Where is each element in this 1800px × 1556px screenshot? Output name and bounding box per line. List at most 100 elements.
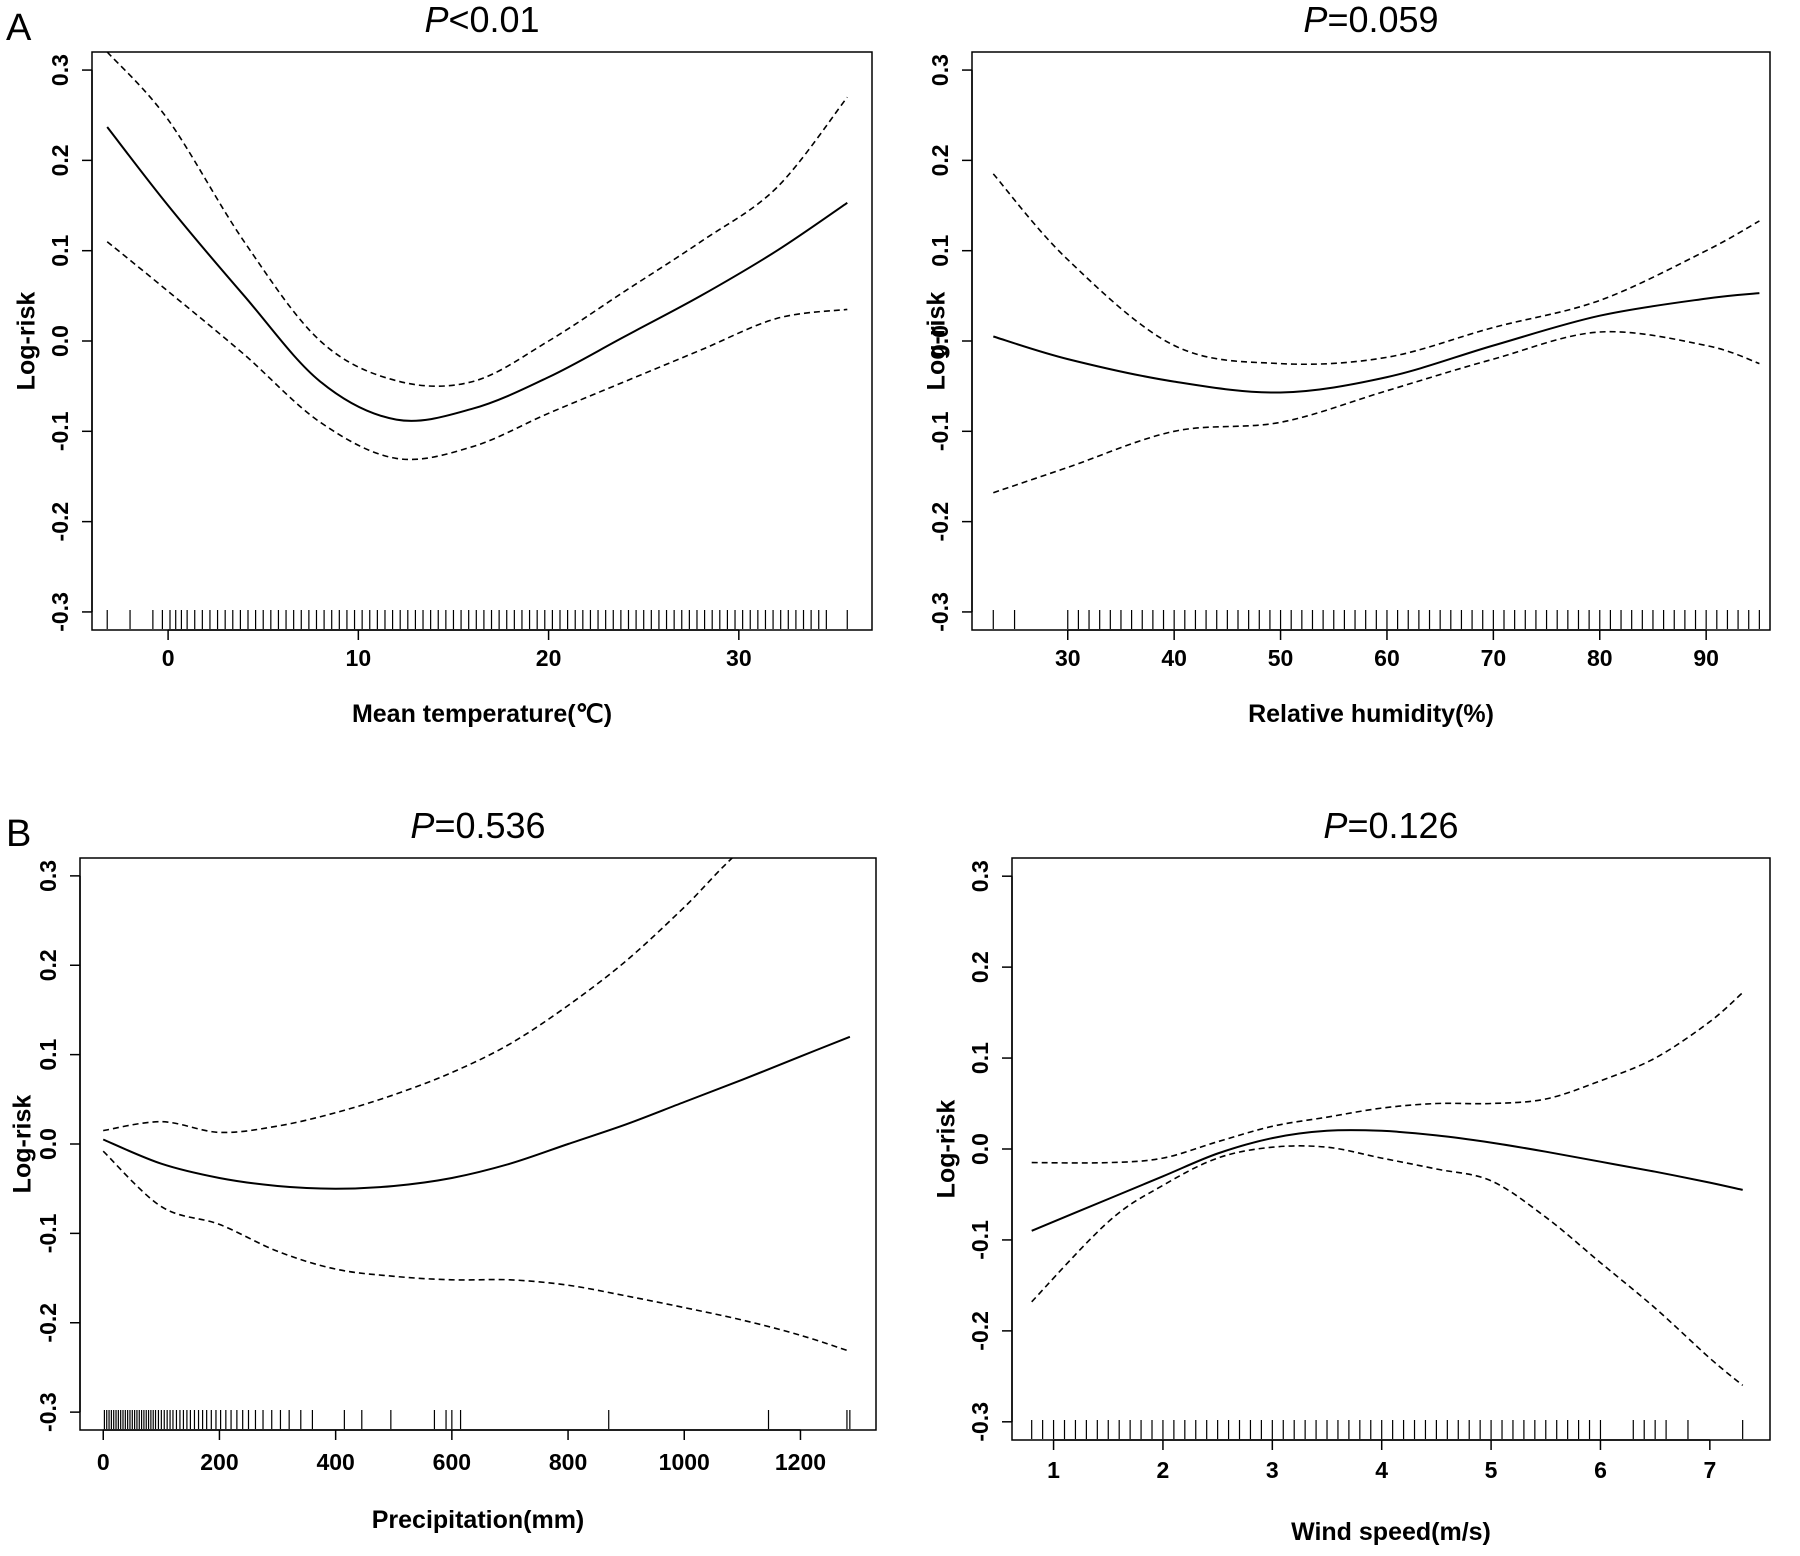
- wind-speed-estimate-line: [1031, 1129, 1743, 1232]
- precipitation-x-tick-label: 0: [97, 1449, 110, 1475]
- relative-humidity-upper-ci-line: [992, 173, 1760, 366]
- precipitation-x-tick-label: 200: [200, 1449, 238, 1475]
- relative-humidity-y-tick-label: -0.1: [927, 411, 953, 451]
- chart-wind-speed: P=0.126 -0.3 -0.2 -0.1 0.0 0.1 0.2 0.3 Log-risk 1…: [933, 805, 1771, 1546]
- mean-temperature-upper-ci-line: [106, 52, 848, 388]
- chart-mean-temperature: P<0.01 -0.3 -0.2 -0.1 0.0 0.1 0.2 0.3 Log-risk 0 1…: [13, 0, 873, 728]
- precipitation-y-tick-label: 0.2: [35, 949, 61, 981]
- wind-speed-x-tick-label: 7: [1703, 1457, 1716, 1483]
- precipitation-y-tick-label: 0.0: [35, 1128, 61, 1160]
- precipitation-plot-frame: [79, 857, 877, 1431]
- wind-speed-y-tick-label: -0.1: [967, 1220, 993, 1260]
- precipitation-x-tick-label: 400: [316, 1449, 354, 1475]
- mean-temperature-y-tick-label: -0.2: [47, 502, 73, 542]
- mean-temperature-title-p: P: [424, 0, 448, 40]
- mean-temperature-x-tick-label: 0: [162, 645, 175, 671]
- relative-humidity-y-tick-label: -0.3: [927, 592, 953, 632]
- wind-speed-rug: [1031, 1420, 1744, 1439]
- relative-humidity-title: P=0.059: [1303, 0, 1438, 40]
- precipitation-rug: [103, 1410, 851, 1429]
- wind-speed-x-tick-label: 1: [1047, 1457, 1060, 1483]
- mean-temperature-y-tick-label: 0.0: [47, 325, 73, 357]
- mean-temperature-rug: [106, 610, 848, 629]
- mean-temperature-y-tick-label: 0.2: [47, 144, 73, 176]
- wind-speed-x-tick-label: 3: [1266, 1457, 1279, 1483]
- relative-humidity-y-tick-label: 0.2: [927, 144, 953, 176]
- mean-temperature-x-axis-label: Mean temperature(℃): [352, 700, 612, 728]
- relative-humidity-estimate-line: [993, 292, 1760, 394]
- wind-speed-x-tick-label: 6: [1594, 1457, 1607, 1483]
- precipitation-estimate-line: [102, 1035, 851, 1190]
- precipitation-title-value: =0.536: [434, 805, 545, 846]
- panel-label-b: B: [6, 813, 31, 855]
- mean-temperature-y-tick-label: -0.1: [47, 411, 73, 451]
- wind-speed-y-tick-label: 0.2: [967, 951, 993, 983]
- wind-speed-y-tick-label: -0.2: [967, 1311, 993, 1351]
- relative-humidity-x-tick-label: 70: [1481, 645, 1507, 671]
- wind-speed-y-tick-label: 0.1: [967, 1042, 993, 1074]
- wind-speed-y-tick-label: -0.3: [967, 1402, 993, 1442]
- precipitation-title: P=0.536: [410, 805, 545, 846]
- relative-humidity-plot-frame: [971, 51, 1771, 631]
- wind-speed-title: P=0.126: [1323, 805, 1458, 846]
- precipitation-lower-ci-line: [102, 1150, 851, 1353]
- relative-humidity-x-tick-label: 30: [1055, 645, 1081, 671]
- wind-speed-x-axis-label: Wind speed(m/s): [1291, 1518, 1491, 1546]
- relative-humidity-title-value: =0.059: [1327, 0, 1438, 40]
- precipitation-y-tick-label: -0.3: [35, 1392, 61, 1432]
- wind-speed-x-tick-label: 2: [1157, 1457, 1170, 1483]
- precipitation-x-tick-label: 800: [549, 1449, 587, 1475]
- precipitation-x-tick-label: 600: [433, 1449, 471, 1475]
- relative-humidity-x-tick-label: 60: [1374, 645, 1400, 671]
- wind-speed-plot-frame: [1011, 857, 1771, 1441]
- precipitation-x-tick-label: 1000: [659, 1449, 710, 1475]
- mean-temperature-title-value: <0.01: [448, 0, 539, 40]
- chart-relative-humidity: P=0.059 -0.3 -0.2 -0.1 0.0 0.1 0.2 0.3 Log-risk 3…: [923, 0, 1771, 728]
- chart-precipitation: P=0.536 -0.3 -0.2 -0.1 0.0 0.1 0.2 0.3 Log-risk 0…: [9, 805, 877, 1534]
- mean-temperature-y-axis-label: Log-risk: [13, 292, 41, 391]
- relative-humidity-title-p: P: [1303, 0, 1327, 40]
- precipitation-x-axis-label: Precipitation(mm): [372, 1506, 585, 1534]
- wind-speed-lower-ci-line: [1031, 1145, 1744, 1387]
- precipitation-y-tick-label: 0.1: [35, 1038, 61, 1070]
- precipitation-y-tick-label: -0.1: [35, 1213, 61, 1253]
- relative-humidity-rug: [992, 610, 1760, 629]
- mean-temperature-x-tick-label: 30: [726, 645, 752, 671]
- mean-temperature-y-tick-label: -0.3: [47, 592, 73, 632]
- mean-temperature-title: P<0.01: [424, 0, 539, 40]
- relative-humidity-x-axis-label: Relative humidity(%): [1248, 700, 1494, 728]
- precipitation-y-axis-label: Log-risk: [9, 1095, 37, 1194]
- precipitation-y-tick-label: 0.3: [35, 860, 61, 892]
- relative-humidity-y-axis-label: Log-risk: [923, 292, 951, 391]
- relative-humidity-x-tick-label: 40: [1161, 645, 1187, 671]
- mean-temperature-lower-ci-line: [106, 241, 848, 461]
- precipitation-y-tick-label: -0.2: [35, 1303, 61, 1343]
- relative-humidity-x-tick-label: 80: [1587, 645, 1613, 671]
- relative-humidity-y-tick-label: -0.2: [927, 502, 953, 542]
- precipitation-title-p: P: [410, 805, 434, 846]
- wind-speed-title-value: =0.126: [1347, 805, 1458, 846]
- relative-humidity-y-tick-label: 0.3: [927, 54, 953, 86]
- precipitation-x-tick-label: 1200: [775, 1449, 826, 1475]
- relative-humidity-x-tick-label: 90: [1693, 645, 1719, 671]
- relative-humidity-lower-ci-line: [993, 330, 1760, 494]
- mean-temperature-y-tick-label: 0.1: [47, 234, 73, 266]
- panel-label-a: A: [6, 7, 32, 49]
- mean-temperature-x-tick-label: 10: [346, 645, 372, 671]
- wind-speed-x-tick-label: 5: [1485, 1457, 1498, 1483]
- wind-speed-y-tick-label: 0.3: [967, 860, 993, 892]
- wind-speed-upper-ci-line: [1031, 991, 1744, 1164]
- wind-speed-title-p: P: [1323, 805, 1347, 846]
- relative-humidity-y-tick-label: 0.0: [927, 325, 953, 357]
- precipitation-upper-ci-line: [103, 858, 734, 1134]
- mean-temperature-plot-frame: [91, 51, 873, 631]
- relative-humidity-x-tick-label: 50: [1268, 645, 1294, 671]
- wind-speed-y-axis-label: Log-risk: [933, 1100, 961, 1199]
- wind-speed-y-tick-label: 0.0: [967, 1133, 993, 1165]
- wind-speed-x-tick-label: 4: [1375, 1457, 1388, 1483]
- mean-temperature-estimate-line: [106, 126, 848, 422]
- relative-humidity-y-tick-label: 0.1: [927, 234, 953, 266]
- mean-temperature-x-tick-label: 20: [536, 645, 562, 671]
- mean-temperature-y-tick-label: 0.3: [47, 54, 73, 86]
